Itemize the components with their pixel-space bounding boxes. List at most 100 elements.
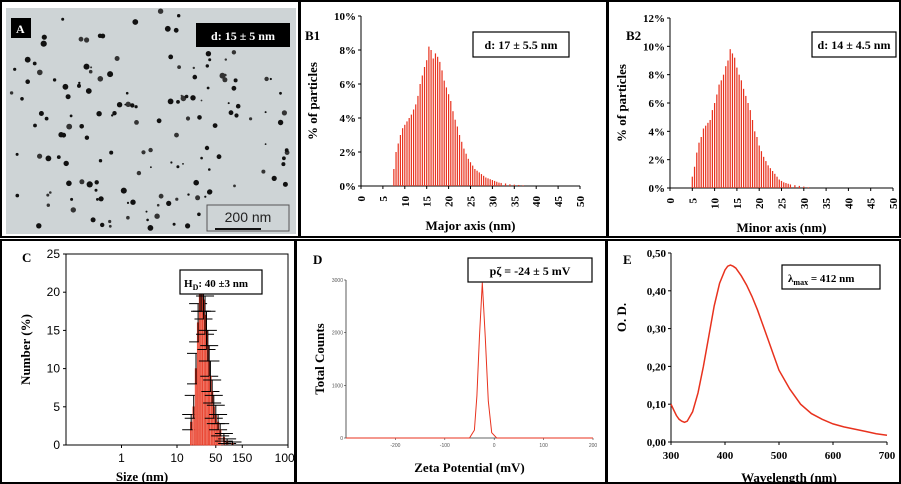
tem-particle <box>126 215 130 220</box>
panel-a-letter: A <box>16 22 25 36</box>
b2-bar <box>749 110 751 188</box>
b2-bar <box>763 156 765 188</box>
tem-particle <box>174 132 179 138</box>
d-x-tick-label: -100 <box>440 443 450 449</box>
b1-bar <box>402 128 404 186</box>
tem-particle <box>44 116 49 121</box>
tem-particle <box>176 100 180 104</box>
tem-particle <box>132 19 139 25</box>
tem-particle <box>207 189 213 195</box>
b2-bar <box>736 67 738 188</box>
tem-particle <box>120 187 127 194</box>
b2-bar <box>778 179 780 188</box>
b1-bar <box>496 181 498 186</box>
tem-particle <box>156 203 160 207</box>
b2-bar <box>785 183 787 188</box>
b2-bar <box>716 94 718 188</box>
tem-particle <box>228 110 234 116</box>
e-y-tick-label: 0,50 <box>647 248 667 260</box>
b2-bar <box>807 187 809 188</box>
c-x-axis-label: Size (nm) <box>116 469 168 484</box>
b1-x-tick-label: 40 <box>531 196 543 208</box>
tem-particle <box>200 156 203 160</box>
b2-bar <box>713 103 716 188</box>
b2-bar <box>780 180 783 188</box>
c-x-tick-label: 50 <box>209 451 223 465</box>
b1-bar <box>509 184 511 186</box>
tem-particle <box>13 67 17 71</box>
tem-particle <box>231 85 237 91</box>
tem-particle <box>208 58 212 62</box>
b1-y-tick-label: 10% <box>334 11 356 23</box>
b2-bar <box>776 176 778 188</box>
b2-bar <box>705 125 707 188</box>
tem-particle <box>281 162 286 167</box>
tem-particle <box>52 78 57 82</box>
b1-bar <box>478 172 480 186</box>
b1-bar <box>430 50 432 186</box>
tem-particle <box>147 225 154 231</box>
tem-particle <box>98 159 103 163</box>
b2-x-tick-label: 20 <box>754 198 766 210</box>
b1-bar <box>467 158 469 186</box>
b1-bar <box>487 178 489 186</box>
tem-particle <box>84 37 90 43</box>
b2-bar <box>707 122 709 188</box>
e-y-tick-label: 0,20 <box>647 361 667 373</box>
b1-bar <box>399 135 402 186</box>
b2-bar <box>698 142 700 188</box>
b1-bar <box>480 174 483 186</box>
panel-c-letter: C <box>22 250 31 265</box>
tem-particle <box>45 155 52 162</box>
panel-c: C 0 5 10 15 20 25 1 10 50 150 1000 Size (nm) Number … <box>0 239 302 484</box>
e-x-axis-label: Wavelength (nm) <box>741 470 837 484</box>
b2-bar <box>731 53 734 188</box>
scale-bar-label: 200 nm <box>225 209 272 225</box>
tem-particles <box>9 8 290 231</box>
tem-particle <box>176 165 180 169</box>
panel-e: E 0,00 0,10 0,20 0,30 0,40 0,50 300 400 500 600 70… <box>606 239 901 484</box>
e-y-axis-label: O. D. <box>614 303 629 332</box>
tem-particle <box>182 163 184 165</box>
b2-x-tick-label: 10 <box>710 198 722 210</box>
tem-particle <box>261 169 266 174</box>
c-x-tick-label: 150 <box>232 451 252 465</box>
b1-y-tick-label: 4% <box>340 113 357 125</box>
tem-particle <box>200 99 203 102</box>
tem-particle <box>187 193 190 196</box>
b1-bar <box>454 119 456 186</box>
e-y-tick-label: 0,40 <box>647 286 667 298</box>
tem-particle <box>86 181 93 188</box>
tem-particle <box>173 27 179 33</box>
tem-particle <box>78 81 81 85</box>
c-annotation-box <box>179 269 263 295</box>
tem-particle <box>66 123 73 130</box>
c-y-tick-label: 15 <box>47 323 61 337</box>
tem-particle <box>177 14 181 18</box>
b2-bar <box>783 182 785 188</box>
b2-bar <box>718 84 720 188</box>
tem-particle <box>130 199 136 205</box>
b1-bar <box>448 94 450 186</box>
b1-bar <box>450 101 452 186</box>
tem-particle <box>281 110 287 116</box>
tem-particle <box>205 64 209 68</box>
tem-particle <box>231 50 237 55</box>
b1-bar <box>469 162 472 186</box>
tem-particle <box>96 111 102 117</box>
panel-b2-letter: B2 <box>626 28 641 43</box>
tem-particle <box>96 198 99 201</box>
tem-particle <box>37 153 43 159</box>
d-y-tick-label: 1000 <box>332 383 343 389</box>
e-annotation-box <box>781 264 881 290</box>
b1-bar <box>498 182 500 186</box>
panel-a-letter-box <box>11 18 31 38</box>
b1-bar <box>476 170 478 186</box>
panel-b1: B1 0% 2% 4% 6% 8% 10% 0 5 10 15 20 25 30 35 40 45 50 Majo… <box>299 0 608 238</box>
tem-particle <box>204 145 210 151</box>
b1-bar <box>397 143 399 186</box>
tem-particle <box>79 179 85 185</box>
b2-y-tick-label: 12% <box>643 13 665 25</box>
tem-particle <box>150 166 152 169</box>
b1-bar <box>437 56 439 186</box>
